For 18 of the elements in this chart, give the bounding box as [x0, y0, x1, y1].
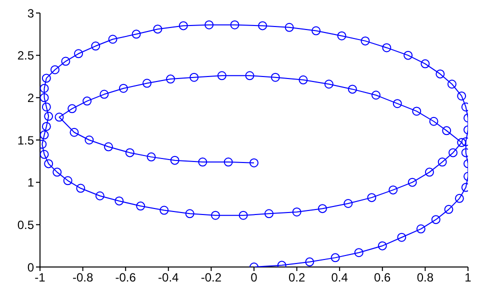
y-tick-label: 1: [27, 176, 34, 190]
y-tick-label: 3: [27, 6, 34, 20]
x-tick-label: 1: [464, 270, 472, 285]
x-tick-label: -0.6: [115, 270, 136, 285]
x-tick-label: -0.2: [200, 270, 222, 285]
x-tick-label: 0.4: [331, 270, 348, 285]
x-tick-label: 0.8: [416, 270, 434, 285]
y-tick-label: 0: [27, 260, 34, 274]
y-tick-label: 2: [27, 90, 34, 105]
x-tick-label: -0.4: [158, 270, 180, 285]
y-tick-label: 2.5: [17, 48, 34, 63]
x-tick-label: 0.6: [374, 270, 392, 285]
y-tick-label: 1.5: [17, 133, 34, 148]
x-tick-label: -1: [34, 270, 46, 285]
x-tick-label: -0.8: [72, 270, 94, 285]
y-tick-label: 0.5: [17, 218, 34, 232]
x-tick-label: 0.2: [288, 270, 306, 285]
x-tick-label: 0: [250, 270, 258, 285]
